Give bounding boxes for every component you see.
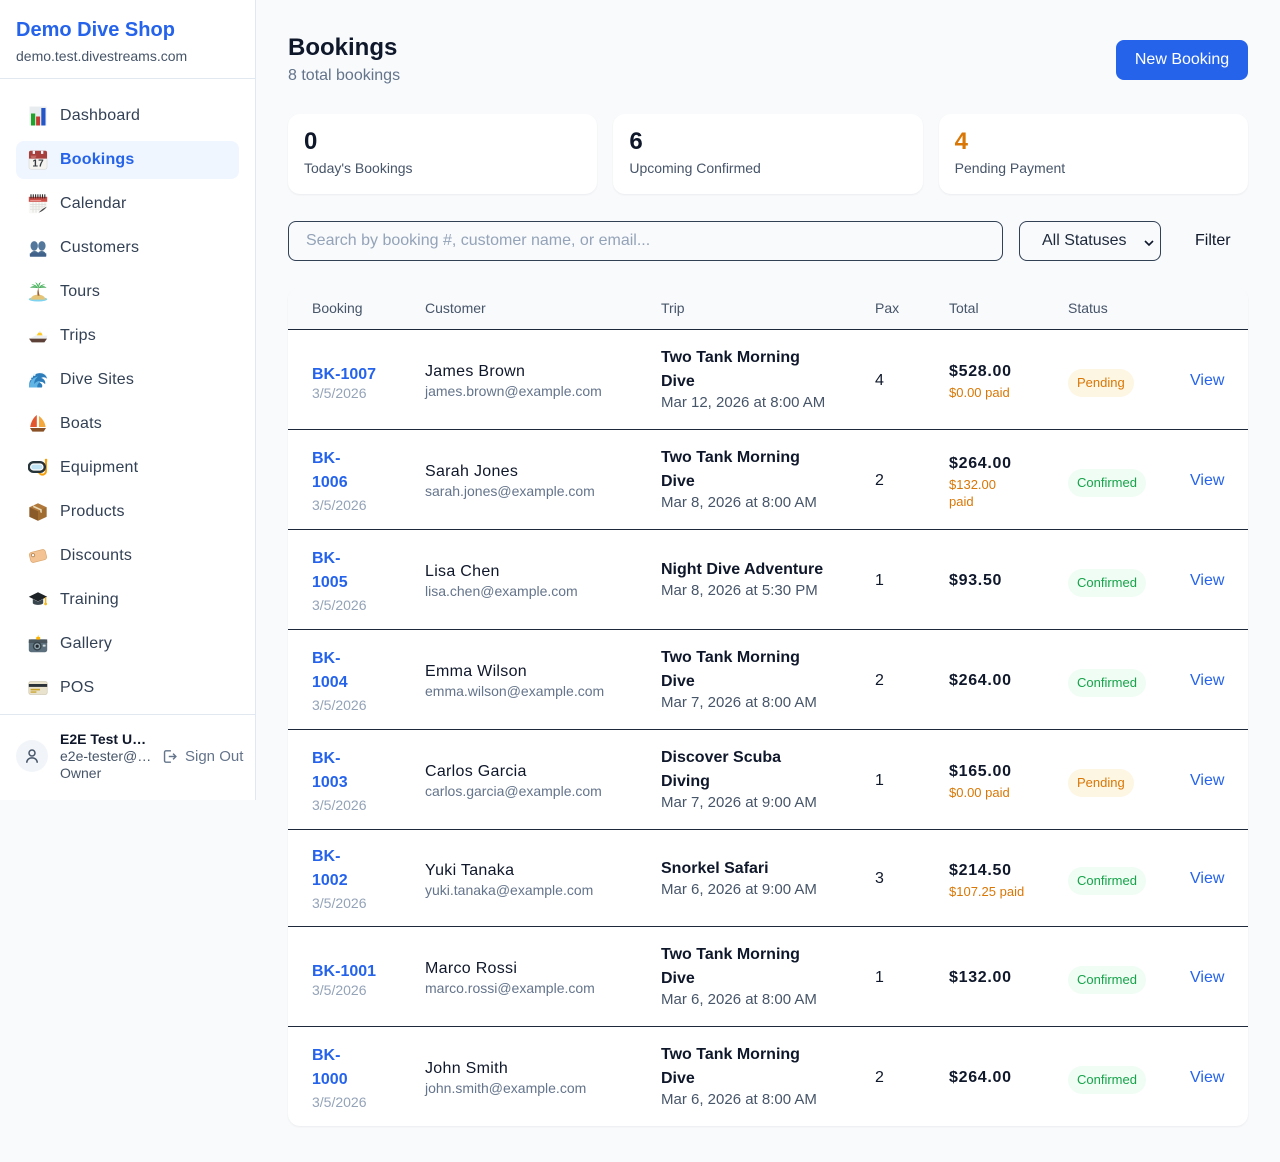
svg-text:17: 17 bbox=[32, 159, 44, 170]
